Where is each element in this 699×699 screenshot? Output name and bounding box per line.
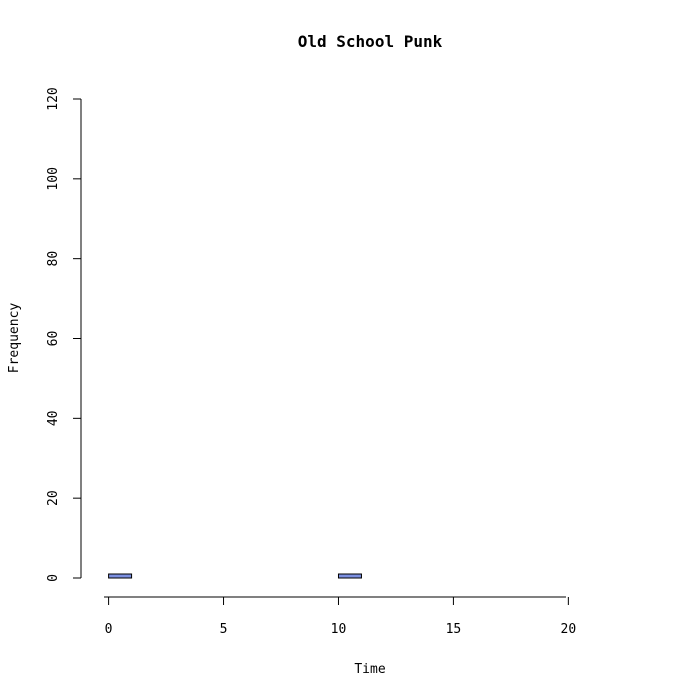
bars-group [108, 573, 362, 579]
y-tick-label: 20 [46, 490, 61, 506]
x-tick-label: 0 [105, 622, 113, 637]
x-axis-label: Time [354, 662, 385, 677]
y-tick-label: 80 [46, 251, 61, 267]
histogram-bar [108, 573, 133, 579]
x-tick-label: 20 [561, 622, 577, 637]
x-tick-label: 10 [331, 622, 347, 637]
y-tick-label: 40 [46, 411, 61, 427]
y-ticks-group: 0 20 40 60 80 100 120 [46, 87, 81, 582]
histogram-bar [337, 573, 362, 579]
y-tick-label: 100 [46, 167, 61, 190]
y-tick-label: 60 [46, 331, 61, 347]
y-axis-label: Frequency [7, 303, 22, 374]
y-tick-label: 0 [46, 574, 61, 582]
x-ticks-group: 0 5 10 15 20 [105, 597, 576, 637]
y-tick-label: 120 [46, 87, 61, 110]
chart-title: Old School Punk [298, 32, 443, 51]
x-tick-label: 5 [220, 622, 228, 637]
x-tick-label: 15 [446, 622, 462, 637]
